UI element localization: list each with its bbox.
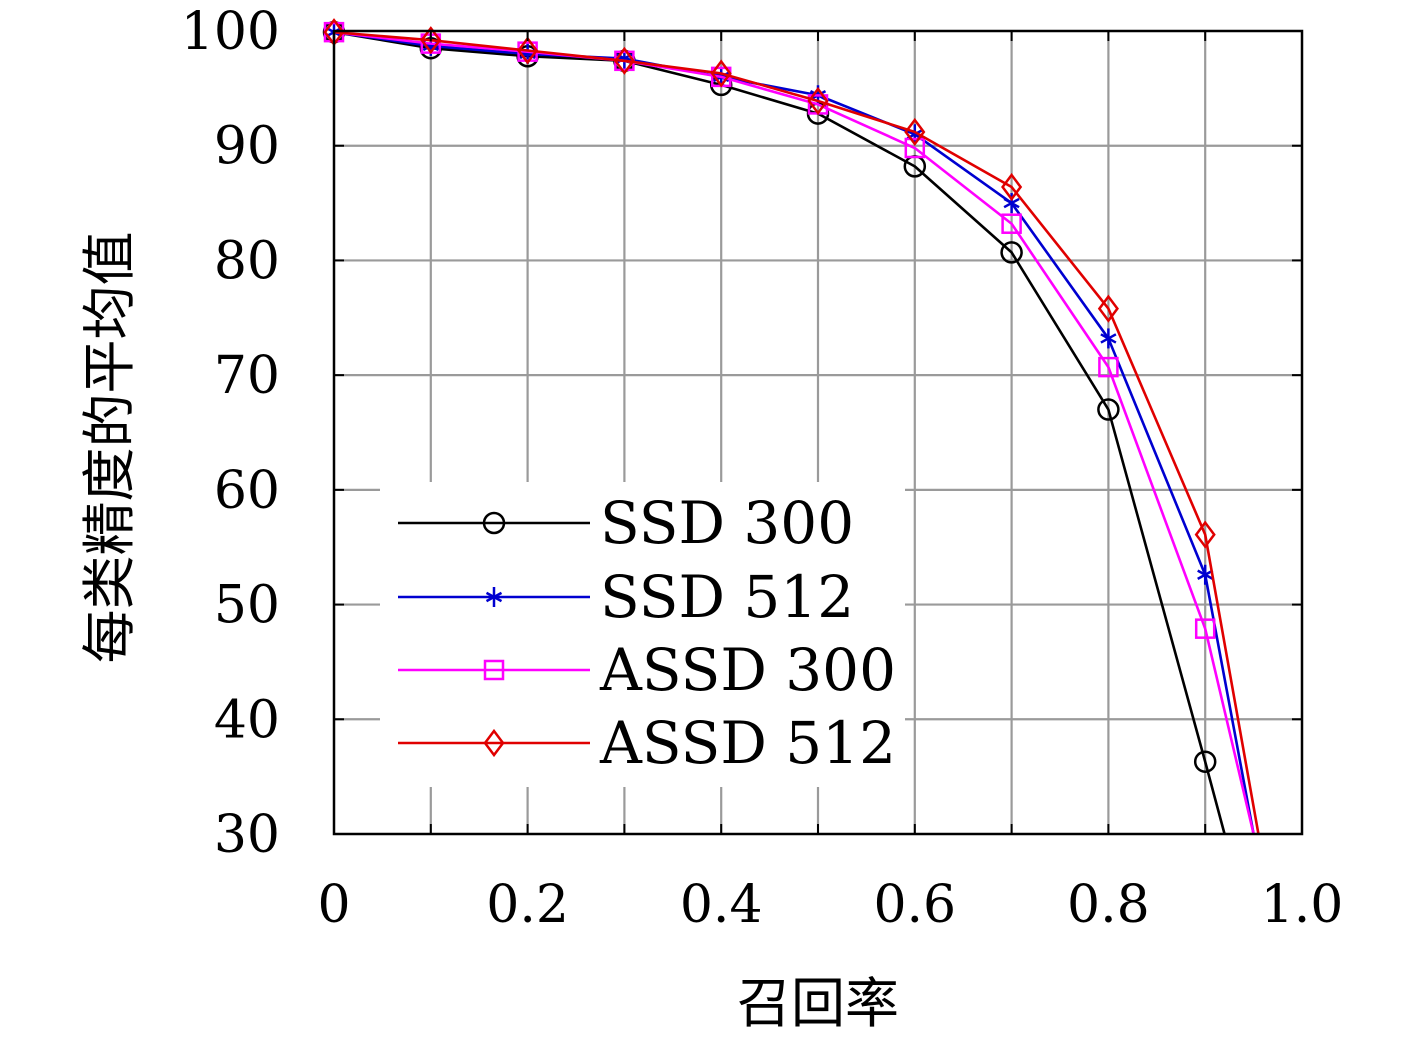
- square-marker: [483, 659, 505, 681]
- circle-marker: [482, 511, 506, 535]
- series-line: [333, 30, 1260, 835]
- x-tick-label: 0.4: [680, 875, 763, 935]
- diamond-marker: [710, 59, 732, 88]
- series-line: [333, 30, 1255, 835]
- circle-marker: [1097, 398, 1120, 421]
- y-tick-label: 60: [214, 461, 280, 521]
- data-point-marker: [807, 86, 829, 116]
- legend-label: SSD 512: [600, 563, 854, 631]
- square-marker: [1098, 356, 1119, 378]
- x-tick-label: 0: [317, 875, 350, 935]
- data-point-marker: [1098, 356, 1119, 378]
- legend-box: [380, 482, 905, 787]
- star-marker-stroke: [485, 591, 503, 603]
- y-tick-label: 80: [214, 231, 280, 291]
- y-tick-label: 90: [214, 117, 280, 177]
- y-tick-label: 100: [181, 2, 280, 62]
- x-tick-label: 0.2: [486, 875, 569, 935]
- star-marker-stroke: [1197, 569, 1214, 580]
- y-tick-label: 70: [214, 346, 280, 406]
- data-point-marker: [1097, 294, 1119, 323]
- diamond-marker: [613, 46, 635, 75]
- y-tick-label: 30: [214, 805, 280, 865]
- data-point-marker: [1097, 398, 1120, 421]
- legend-item: ASSD 300: [398, 636, 896, 704]
- diamond-marker: [904, 117, 926, 147]
- data-point-marker: [1194, 520, 1216, 549]
- series-layer: [322, 18, 1260, 835]
- data-point-marker: [613, 46, 635, 75]
- x-tick-label: 0.8: [1067, 875, 1150, 935]
- data-point-marker: [1001, 213, 1022, 234]
- diamond-marker: [483, 728, 505, 758]
- circle-marker: [1193, 750, 1217, 773]
- square-marker: [1194, 618, 1216, 639]
- y-tick-label: 50: [214, 576, 280, 636]
- data-point-marker: [904, 137, 926, 159]
- series-assd-512: [323, 18, 1260, 835]
- data-point-marker: [1193, 750, 1217, 773]
- diamond-marker: [1097, 294, 1119, 323]
- star-marker-stroke: [1003, 197, 1020, 209]
- x-tick-label: 0.6: [873, 875, 956, 935]
- square-marker: [904, 137, 926, 159]
- data-point-marker: [1000, 241, 1023, 264]
- data-point-marker: [517, 36, 539, 65]
- data-point-marker: [483, 659, 505, 681]
- data-point-marker: [710, 59, 732, 88]
- data-point-marker: [482, 511, 506, 535]
- diamond-marker: [517, 36, 539, 65]
- diamond-marker: [1194, 520, 1216, 549]
- data-point-marker: [904, 117, 926, 147]
- legend-label: SSD 300: [600, 489, 854, 557]
- diamond-marker: [420, 26, 442, 55]
- legend-item: SSD 512: [398, 563, 854, 631]
- x-axis-label: 召回率: [737, 972, 899, 1035]
- axis-ticks: 0 0.2 0.4 0.6 0.8 1.0 30 40 50 60 70 80 90 100: [181, 2, 1344, 935]
- data-point-marker: [1001, 172, 1023, 202]
- square-marker: [1001, 213, 1022, 234]
- data-point-marker: [1197, 564, 1214, 585]
- legend-item: ASSD 512: [398, 709, 896, 777]
- star-marker-stroke: [1100, 333, 1117, 344]
- legend-label: ASSD 300: [599, 636, 896, 704]
- legend-label: ASSD 512: [599, 709, 896, 777]
- diamond-marker: [807, 86, 829, 116]
- x-tick-label: 1.0: [1261, 875, 1344, 935]
- data-point-marker: [1100, 328, 1117, 349]
- y-axis-label: 每类精度的平均值: [78, 232, 141, 664]
- data-point-marker: [420, 26, 442, 55]
- data-point-marker: [1194, 618, 1216, 639]
- circle-marker: [1000, 241, 1023, 264]
- data-point-marker: [483, 728, 505, 758]
- diamond-marker: [1001, 172, 1023, 202]
- data-point-marker: [1003, 193, 1020, 214]
- data-point-marker: [485, 587, 503, 607]
- y-tick-label: 40: [214, 690, 280, 750]
- legend-item: SSD 300: [398, 489, 854, 557]
